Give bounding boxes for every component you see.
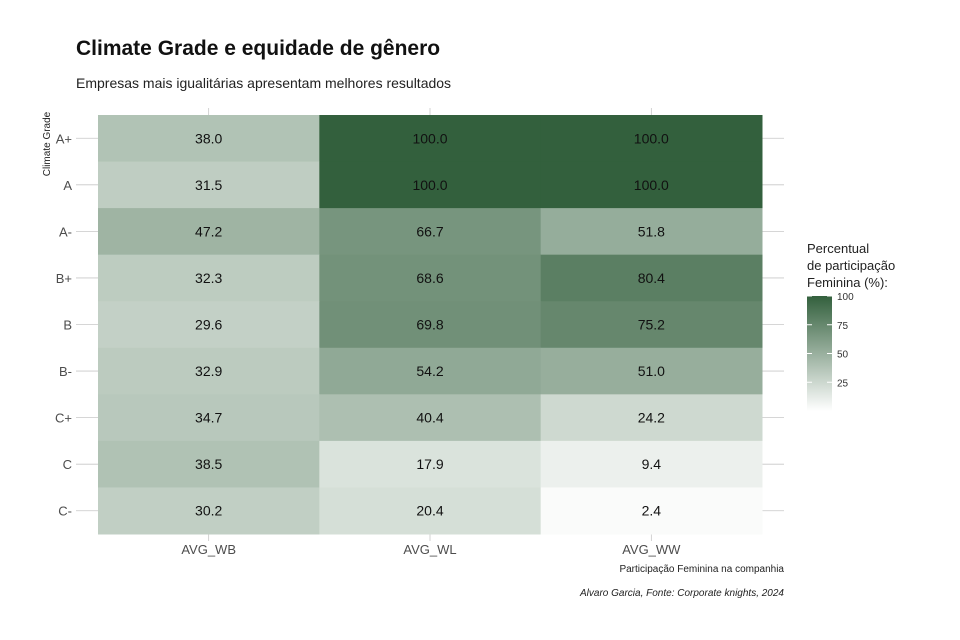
chart-title: Climate Grade e equidade de gênero xyxy=(76,37,441,60)
y-tick-label: C+ xyxy=(55,411,72,426)
cell-value-label: 66.7 xyxy=(416,223,443,239)
heatmap-cell xyxy=(98,440,320,488)
legend-tick-label: 50 xyxy=(837,350,849,361)
cell-value-label: 80.4 xyxy=(638,270,665,286)
legend-tick-label: 100 xyxy=(837,292,854,303)
legend-title-line-2: de participação xyxy=(807,258,895,273)
heatmap-cell xyxy=(540,440,763,488)
heatmap-cell xyxy=(319,208,542,256)
y-tick-label: B xyxy=(63,318,72,333)
heatmap-cell xyxy=(98,487,320,535)
y-tick-label: B+ xyxy=(56,271,72,286)
legend-title-line-1: Percentual xyxy=(807,241,869,256)
cell-value-label: 68.6 xyxy=(416,270,443,286)
cell-value-label: 2.4 xyxy=(642,503,662,519)
x-tick-label: AVG_WW xyxy=(622,542,681,557)
cell-value-label: 51.8 xyxy=(638,223,665,239)
heatmap-cell xyxy=(319,254,542,302)
x-tick-label: AVG_WB xyxy=(181,542,236,557)
heatmap-cell xyxy=(98,394,320,442)
heatmap-cell xyxy=(98,347,320,395)
heatmap-cell xyxy=(98,115,320,163)
x-tick-layer: AVG_WB AVG_WL AVG_WW xyxy=(181,542,681,557)
legend-tick-label: 75 xyxy=(837,321,849,332)
y-tick-label: A- xyxy=(59,224,72,239)
legend-title-line-3: Feminina (%): xyxy=(807,275,888,290)
heatmap-cell xyxy=(540,254,763,302)
legend-tick-layer: 25 50 75 100 xyxy=(807,292,854,389)
heatmap-cell xyxy=(540,301,763,349)
cell-value-label: 32.3 xyxy=(195,270,222,286)
heatmap-cell xyxy=(540,394,763,442)
heatmap-cell xyxy=(540,487,763,535)
chart-subtitle: Empresas mais igualitárias apresentam me… xyxy=(76,75,452,91)
heatmap-cell xyxy=(319,487,542,535)
cell-value-label: 38.0 xyxy=(195,130,222,146)
heatmap-cell xyxy=(98,161,320,209)
heatmap-cell xyxy=(319,394,542,442)
cell-value-label: 29.6 xyxy=(195,317,222,333)
heatmap-cell xyxy=(319,440,542,488)
heatmap-cell xyxy=(540,161,763,209)
cell-value-label: 30.2 xyxy=(195,503,222,519)
y-tick-label: C- xyxy=(58,504,72,519)
y-tick-label: A xyxy=(63,178,72,193)
heatmap-cell xyxy=(319,347,542,395)
chart-caption: Alvaro Garcia, Fonte: Corporate knights,… xyxy=(580,588,784,599)
cell-value-label: 31.5 xyxy=(195,177,222,193)
cell-value-label: 40.4 xyxy=(416,410,443,426)
cell-value-label: 34.7 xyxy=(195,410,222,426)
heatmap-cell xyxy=(540,347,763,395)
y-tick-layer: A+ A A- B+ B B- C+ C C- xyxy=(55,131,72,518)
y-tick-label: A+ xyxy=(56,131,72,146)
cell-value-label: 24.2 xyxy=(638,410,665,426)
y-tick-label: C xyxy=(63,457,72,472)
cell-value-label: 100.0 xyxy=(634,130,669,146)
cell-value-label: 20.4 xyxy=(416,503,443,519)
x-tick-label: AVG_WL xyxy=(403,542,456,557)
heatmap-cell xyxy=(319,115,542,163)
cell-value-label: 100.0 xyxy=(412,130,447,146)
heatmap-cell xyxy=(98,301,320,349)
cell-layer xyxy=(98,115,763,535)
heatmap-cell xyxy=(540,208,763,256)
cell-label-layer: 38.0 100.0 100.0 31.5 100.0 100.0 47.2 66.7 51.8… xyxy=(195,130,669,518)
cell-value-label: 9.4 xyxy=(642,456,662,472)
cell-value-label: 47.2 xyxy=(195,223,222,239)
cell-value-label: 75.2 xyxy=(638,317,665,333)
cell-value-label: 100.0 xyxy=(412,177,447,193)
legend-tick-label: 25 xyxy=(837,378,849,389)
cell-value-label: 100.0 xyxy=(634,177,669,193)
heatmap-cell xyxy=(319,161,542,209)
heatmap-cell xyxy=(319,301,542,349)
cell-value-label: 69.8 xyxy=(416,317,443,333)
heatmap-cell xyxy=(98,254,320,302)
y-tick-label: B- xyxy=(59,364,72,379)
x-axis-title: Participação Feminina na companhia xyxy=(619,564,784,575)
cell-value-label: 17.9 xyxy=(416,456,443,472)
y-axis-title: Climate Grade xyxy=(42,111,53,176)
cell-value-label: 32.9 xyxy=(195,363,222,379)
cell-value-label: 38.5 xyxy=(195,456,222,472)
cell-value-label: 51.0 xyxy=(638,363,665,379)
heatmap-cell xyxy=(540,115,763,163)
heatmap-cell xyxy=(98,208,320,256)
legend: Percentual de participação Feminina (%):… xyxy=(807,241,895,411)
cell-value-label: 54.2 xyxy=(416,363,443,379)
